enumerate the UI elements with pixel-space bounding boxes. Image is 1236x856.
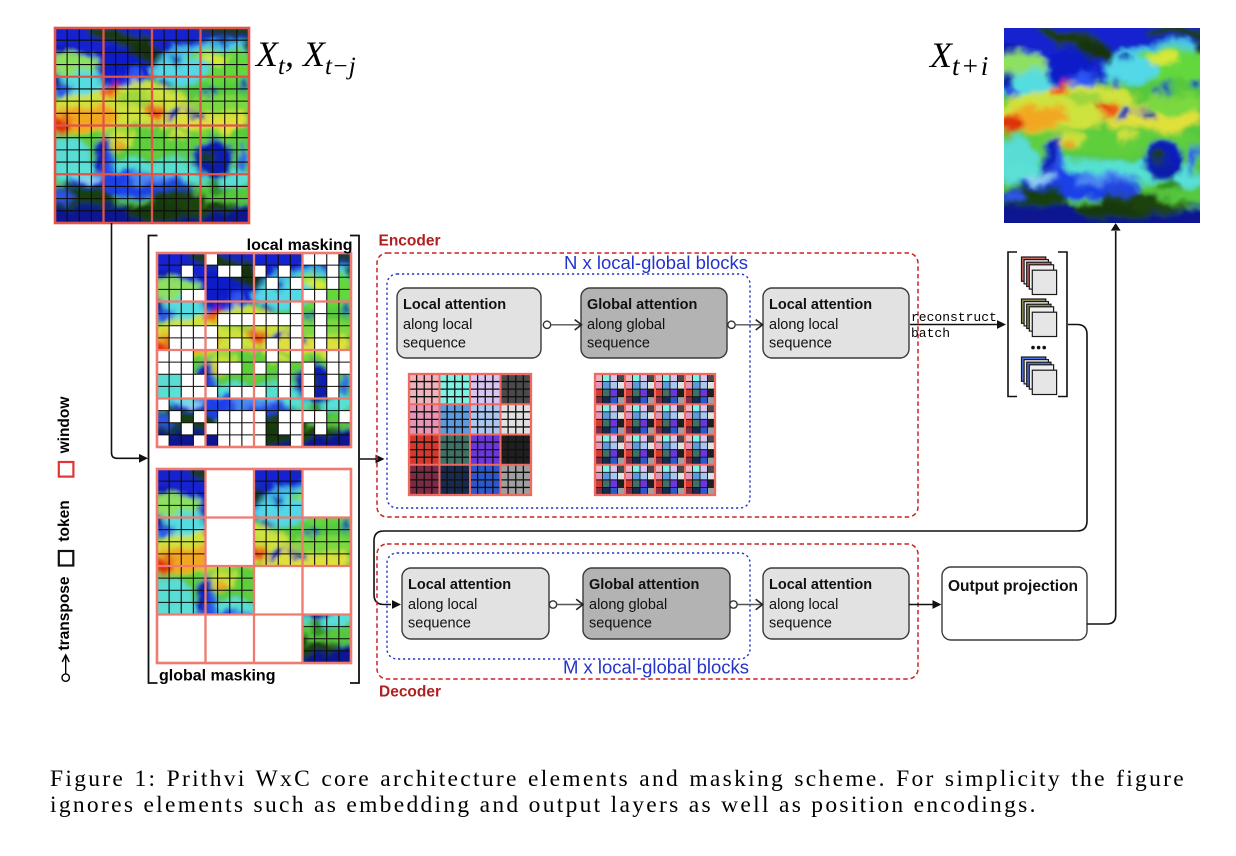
svg-text:reconstruct: reconstruct xyxy=(911,310,997,325)
svg-text:along local: along local xyxy=(769,317,838,333)
svg-text:sequence: sequence xyxy=(403,336,466,352)
svg-text:Local attention: Local attention xyxy=(403,297,506,313)
svg-text:batch: batch xyxy=(911,326,950,341)
svg-text:Xt, Xt−j: Xt, Xt−j xyxy=(254,34,356,80)
svg-text:along global: along global xyxy=(589,597,667,613)
svg-text:window: window xyxy=(56,396,73,455)
svg-text:sequence: sequence xyxy=(587,336,650,352)
svg-text:global masking: global masking xyxy=(159,668,275,685)
svg-text:M x local-global blocks: M x local-global blocks xyxy=(563,657,749,678)
svg-text:Global attention: Global attention xyxy=(587,297,697,313)
svg-text:along local: along local xyxy=(408,597,477,613)
svg-text:Local attention: Local attention xyxy=(769,577,872,593)
svg-text:Decoder: Decoder xyxy=(379,683,441,700)
svg-text:Output projection: Output projection xyxy=(948,578,1078,595)
svg-text:sequence: sequence xyxy=(589,616,652,632)
svg-text:Local attention: Local attention xyxy=(408,577,511,593)
svg-text:Local attention: Local attention xyxy=(769,297,872,313)
svg-text:sequence: sequence xyxy=(408,616,471,632)
svg-text:Encoder: Encoder xyxy=(379,232,441,249)
svg-text:N x local-global blocks: N x local-global blocks xyxy=(564,252,748,273)
svg-text:local masking: local masking xyxy=(247,237,353,254)
svg-text:sequence: sequence xyxy=(769,616,832,632)
svg-text:sequence: sequence xyxy=(769,336,832,352)
svg-text:Global attention: Global attention xyxy=(589,577,699,593)
svg-text:along local: along local xyxy=(403,317,472,333)
svg-text:along global: along global xyxy=(587,317,665,333)
svg-text:along local: along local xyxy=(769,597,838,613)
svg-text:transpose: transpose xyxy=(56,576,73,650)
svg-text:token: token xyxy=(56,500,73,541)
svg-text:Xt+i: Xt+i xyxy=(928,35,990,81)
